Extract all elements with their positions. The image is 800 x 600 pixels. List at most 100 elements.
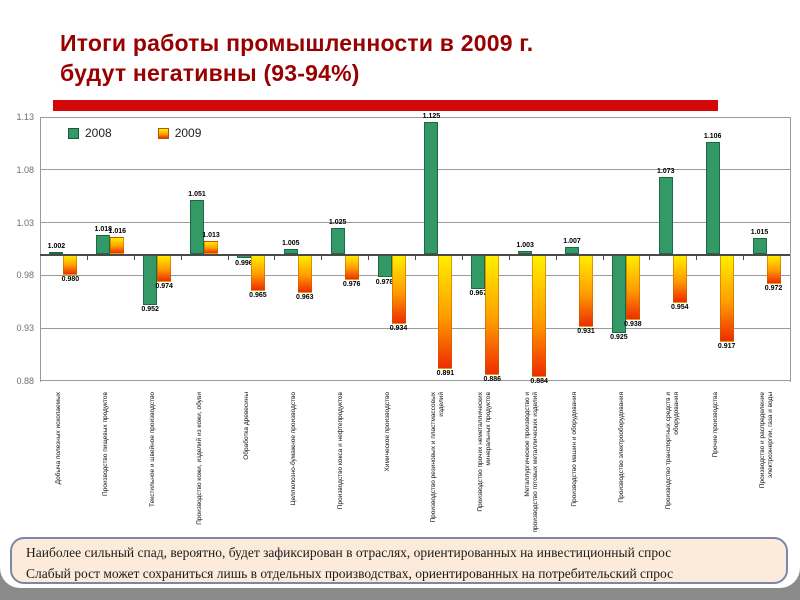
x-axis-tick (368, 256, 370, 261)
legend-label-2009: 2009 (174, 126, 202, 140)
data-label: 0.967 (469, 290, 488, 298)
gridline (40, 380, 790, 381)
data-label: 1.003 (516, 242, 534, 250)
conclusion-line1: Наиболее сильный спад, вероятно, будет з… (26, 545, 672, 560)
plot-border-left (40, 117, 41, 382)
category-axis-line (40, 254, 790, 257)
bar-2008 (705, 142, 720, 255)
bar-2008 (49, 252, 64, 255)
slide-title-line2: будут негативны (93-94%) (60, 60, 360, 86)
data-label: 1.051 (188, 191, 206, 199)
x-axis-tick (602, 256, 604, 261)
bar-2009 (766, 254, 781, 284)
bar-2008 (96, 235, 111, 255)
bar-2008 (658, 177, 673, 255)
bar-2009 (344, 254, 359, 280)
legend-item-2009: 2009 (157, 126, 202, 140)
bar-2009 (63, 254, 78, 276)
data-label: 1.002 (47, 243, 66, 251)
x-axis-tick (415, 256, 416, 261)
chart-legend: 2008 2009 (68, 126, 201, 140)
legend-swatch-2009 (157, 127, 169, 139)
bar-2008 (424, 122, 439, 255)
data-label: 1.025 (328, 218, 347, 226)
bar-2009 (625, 254, 640, 320)
category-label: Химическое производство (383, 392, 391, 472)
bar-2009 (157, 254, 172, 282)
category-label: Прочие производства (711, 392, 719, 458)
category-label: Добыча полезных ископаемых (55, 392, 63, 485)
slide-title-line1: Итоги работы промышленности в 2009 г. (60, 30, 534, 56)
gridline (40, 117, 790, 118)
gridline (40, 275, 790, 276)
conclusions-callout: Наиболее сильный спад, вероятно, будет з… (10, 537, 788, 584)
bar-2009 (672, 254, 687, 303)
category-label: Производство резиновых и пластмассовых и… (430, 392, 445, 523)
bar-2008 (143, 254, 158, 305)
y-tick-label: 1.13 (16, 112, 34, 122)
category-label: Целлюлозно-бумажное производство (289, 392, 297, 506)
legend-label-2008: 2008 (85, 126, 112, 140)
data-label: 0.963 (296, 294, 314, 302)
data-label: 0.965 (249, 292, 267, 300)
data-label: 0.974 (155, 282, 173, 290)
bar-2009 (250, 254, 265, 292)
data-label: 0.938 (624, 320, 642, 328)
data-label: 0.886 (483, 375, 502, 383)
data-label: 1.015 (750, 229, 769, 237)
category-label: Производство кожи, изделий из кожи, обув… (196, 392, 204, 525)
bar-2008 (518, 251, 533, 255)
x-axis-tick (461, 256, 463, 261)
x-axis-tick (86, 256, 88, 261)
data-label: 0.976 (342, 280, 361, 288)
data-label: 1.018 (94, 226, 113, 234)
category-label: Производство пищевых продуктов (102, 392, 110, 496)
y-tick-label: 0.98 (16, 270, 34, 281)
category-label: Текстильное и швейное производство (149, 392, 157, 507)
bar-2009 (297, 254, 312, 294)
data-label: 1.007 (563, 237, 581, 245)
x-axis-tick (696, 256, 698, 261)
data-label: 0.952 (141, 305, 159, 313)
bar-2009 (110, 237, 125, 255)
data-label: 0.884 (530, 377, 548, 385)
x-axis-tick (555, 256, 557, 261)
bar-2009 (204, 240, 219, 255)
category-label: Производство электрооборудования (617, 392, 625, 503)
data-label: 1.005 (282, 240, 300, 247)
x-axis-tick (133, 256, 135, 261)
bar-2008 (330, 227, 345, 255)
x-axis-tick (508, 256, 510, 261)
bar-2009 (532, 254, 547, 377)
bar-2009 (438, 254, 453, 370)
data-label: 1.106 (703, 133, 722, 141)
bar-2009 (579, 254, 594, 328)
data-label: 0.917 (717, 342, 736, 350)
data-label: 1.125 (422, 113, 441, 121)
legend-item-2008: 2008 (68, 126, 112, 140)
bar-2008 (283, 249, 298, 255)
gridline (40, 222, 790, 223)
category-label: Производство машин и оборудования (571, 392, 579, 507)
data-label: 0.972 (764, 284, 783, 292)
data-label: 1.073 (657, 168, 675, 176)
data-label: 1.013 (202, 231, 220, 239)
category-label: Производство прочих неметаллических мине… (477, 392, 492, 512)
bar-2008 (752, 238, 767, 255)
data-label: 0.996 (235, 259, 253, 267)
bar-2009 (719, 254, 734, 342)
category-label: Металлургическое производство и производ… (524, 392, 539, 533)
gridline (40, 169, 790, 170)
bar-2008 (471, 254, 486, 290)
title-accent-bar (53, 100, 718, 111)
data-label: 1.016 (108, 228, 127, 236)
y-tick-label: 0.88 (16, 376, 34, 386)
bar-2008 (565, 246, 580, 255)
plot-border-right (790, 117, 791, 382)
gridline (40, 328, 790, 329)
bar-2009 (391, 254, 406, 324)
bar-2008 (377, 254, 392, 278)
x-axis-tick (227, 256, 229, 261)
